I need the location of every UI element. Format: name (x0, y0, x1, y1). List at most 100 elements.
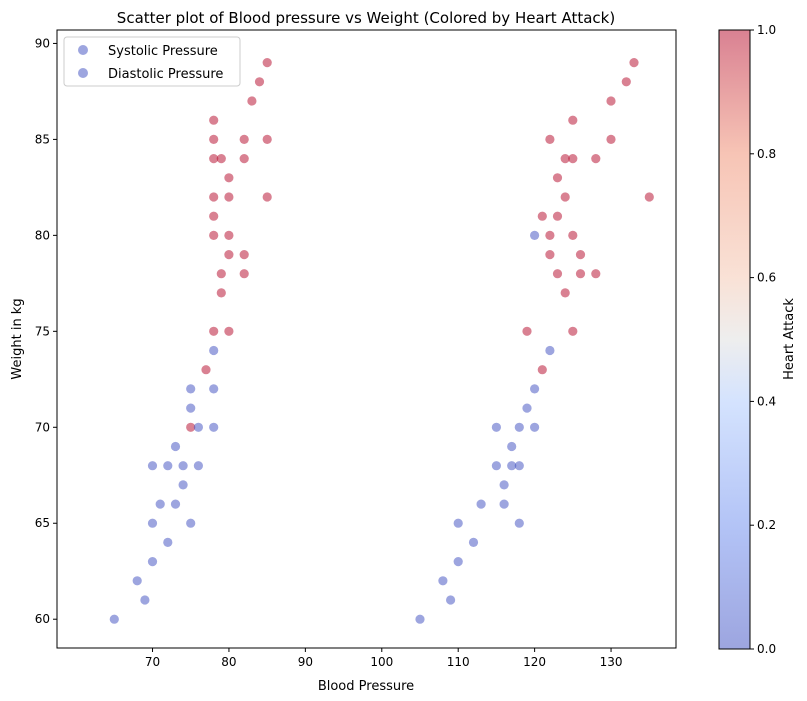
systolic-point (514, 422, 524, 432)
diastolic-point (254, 77, 265, 87)
x-axis-label: Blood Pressure (318, 679, 414, 694)
diastolic-point (209, 230, 219, 240)
diastolic-point (186, 384, 196, 394)
diastolic-point (147, 461, 158, 471)
y-tick-label: 85 (35, 132, 50, 146)
points-layer (109, 58, 654, 624)
systolic-point (507, 461, 517, 471)
colorbar-tick-label: 0.8 (757, 147, 776, 161)
colorbar-tick-label: 0.0 (757, 642, 776, 656)
colorbar-ticks: 0.0 0.2 0.4 0.6 0.8 1.0 (750, 23, 776, 656)
systolic-point (629, 58, 639, 68)
y-tick-label: 75 (35, 324, 50, 338)
systolic-point (507, 441, 517, 452)
colorbar-tick-label: 0.6 (757, 271, 776, 285)
systolic-point (621, 77, 631, 87)
diastolic-point (216, 269, 226, 279)
colorbar: 0.0 0.2 0.4 0.6 0.8 1.0 Heart Attack (718, 23, 797, 656)
legend-label-diastolic: Diastolic Pressure (108, 67, 223, 82)
systolic-point (522, 403, 532, 413)
systolic-point (453, 518, 463, 528)
systolic-point (499, 499, 509, 509)
diastolic-point (262, 58, 272, 68)
diastolic-point (209, 154, 219, 164)
diastolic-point (209, 326, 219, 336)
plot-frame (56, 29, 677, 649)
y-tick-label: 60 (35, 612, 50, 626)
systolic-point (438, 576, 448, 586)
systolic-point (560, 192, 570, 202)
y-axis-label: Weight in kg (10, 298, 25, 379)
systolic-point (568, 154, 578, 164)
colorbar-tick-label: 1.0 (757, 23, 776, 37)
systolic-point (530, 230, 540, 240)
diastolic-point (193, 461, 203, 471)
chart-title: Scatter plot of Blood pressure vs Weight… (117, 9, 615, 27)
x-tick-label: 110 (447, 655, 470, 669)
y-axis-ticks: 60 65 70 75 80 85 90 (35, 36, 57, 626)
diastolic-point (224, 173, 234, 183)
systolic-point (644, 192, 654, 202)
systolic-point (491, 461, 501, 471)
colorbar-tick-label: 0.4 (757, 394, 776, 408)
diastolic-point (201, 365, 211, 375)
diastolic-point (239, 269, 249, 279)
legend-marker-systolic (78, 45, 88, 55)
diastolic-point (224, 250, 234, 260)
diastolic-point (109, 614, 119, 624)
diastolic-point (186, 403, 196, 413)
systolic-point (446, 595, 456, 605)
diastolic-point (178, 480, 188, 490)
y-tick-label: 70 (35, 420, 50, 434)
systolic-point (552, 269, 563, 279)
diastolic-point (163, 461, 173, 471)
diastolic-point (239, 250, 249, 260)
diastolic-point (247, 96, 257, 106)
diastolic-point (239, 134, 249, 144)
x-tick-label: 80 (221, 655, 236, 669)
diastolic-point (224, 230, 234, 240)
legend: Systolic Pressure Diastolic Pressure (63, 36, 241, 87)
systolic-point (499, 480, 509, 490)
diastolic-point (163, 537, 173, 548)
legend-box (63, 36, 241, 87)
diastolic-point (224, 326, 234, 336)
diastolic-point (209, 192, 219, 202)
diastolic-point (224, 192, 234, 202)
x-tick-label: 70 (145, 655, 160, 669)
x-axis-ticks: 70 80 90 100 110 120 130 (145, 648, 622, 669)
y-tick-label: 65 (35, 516, 50, 530)
systolic-point (530, 384, 540, 394)
diastolic-point (170, 499, 181, 509)
y-tick-label: 90 (35, 36, 50, 50)
systolic-point (545, 134, 555, 144)
systolic-point (476, 499, 486, 509)
diastolic-point (147, 518, 158, 528)
x-tick-label: 100 (370, 655, 393, 669)
systolic-point (468, 537, 479, 548)
diastolic-point (147, 557, 158, 567)
systolic-point (530, 422, 540, 432)
diastolic-point (209, 345, 219, 356)
systolic-point (545, 250, 555, 260)
diastolic-point (216, 154, 226, 164)
systolic-point (552, 173, 563, 183)
diastolic-point (209, 211, 219, 221)
diastolic-point (262, 192, 272, 202)
systolic-point (522, 326, 532, 336)
systolic-point (560, 288, 570, 298)
systolic-point (537, 365, 547, 375)
diastolic-point (132, 576, 142, 586)
colorbar-tick-label: 0.2 (757, 518, 776, 532)
systolic-point (545, 345, 555, 356)
systolic-point (568, 230, 578, 240)
diastolic-point (186, 422, 196, 432)
systolic-point (591, 154, 601, 164)
diastolic-point (209, 384, 219, 394)
systolic-point (514, 518, 524, 528)
systolic-point (568, 115, 578, 125)
x-tick-label: 120 (523, 655, 546, 669)
systolic-point (537, 211, 547, 221)
diastolic-point (216, 288, 226, 298)
